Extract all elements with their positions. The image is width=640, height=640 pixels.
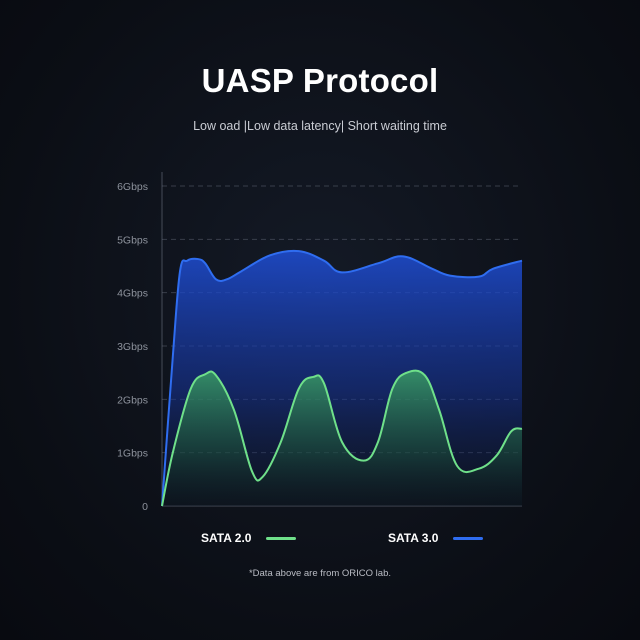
legend-label-sata3: SATA 3.0	[388, 531, 439, 545]
y-tick-label: 0	[142, 501, 148, 513]
y-tick-label: 5Gbps	[117, 234, 148, 246]
page-subtitle: Low oad |Low data latency| Short waiting…	[193, 119, 447, 133]
y-tick-label: 4Gbps	[117, 288, 148, 300]
legend-swatch-sata3	[453, 536, 484, 540]
legend-swatch-sata2	[266, 536, 297, 540]
legend-label-sata2: SATA 2.0	[201, 531, 252, 545]
series-line-sata20	[161, 369, 523, 507]
y-tick-label: 6Gbps	[117, 181, 148, 193]
y-tick-label: 2Gbps	[117, 394, 148, 406]
page-title: UASP Protocol	[201, 62, 439, 99]
legend-item-sata2: SATA 2.0	[201, 529, 297, 547]
y-tick-label: 3Gbps	[117, 341, 148, 353]
footnote: *Data above are from ORICO lab.	[248, 568, 392, 579]
series-line-sata30	[161, 249, 523, 507]
y-tick-label: 1Gbps	[117, 448, 148, 460]
legend-item-sata3: SATA 3.0	[388, 529, 484, 547]
